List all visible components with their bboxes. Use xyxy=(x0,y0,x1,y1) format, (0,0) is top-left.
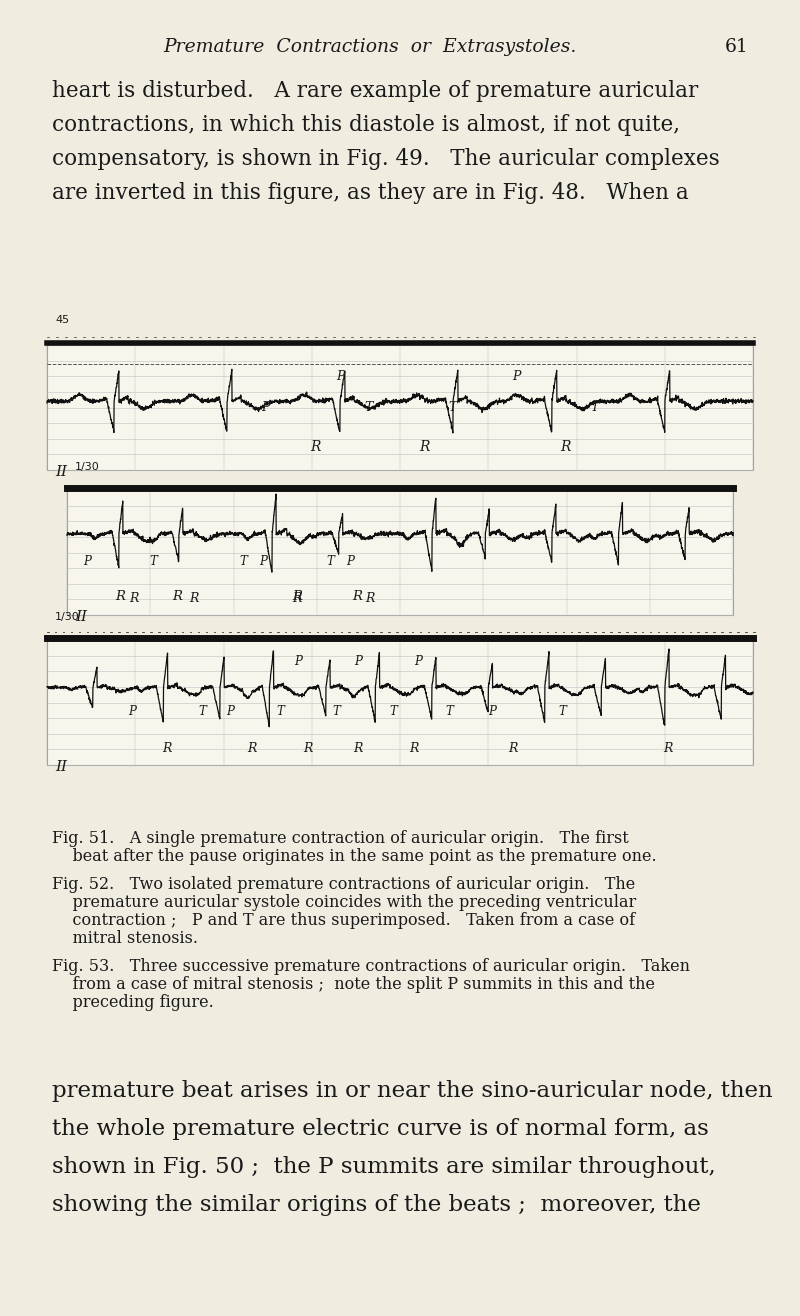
Text: R: R xyxy=(663,742,673,755)
Text: P: P xyxy=(262,401,270,415)
Text: T: T xyxy=(333,705,340,719)
Text: P: P xyxy=(226,705,234,719)
Text: beat after the pause originates in the same point as the premature one.: beat after the pause originates in the s… xyxy=(52,848,657,865)
Text: T: T xyxy=(326,555,334,569)
Text: R: R xyxy=(410,742,419,755)
Text: T: T xyxy=(364,401,373,415)
Text: T: T xyxy=(558,705,566,719)
Text: II: II xyxy=(55,761,67,774)
Text: R: R xyxy=(352,590,362,603)
Text: P: P xyxy=(83,555,91,569)
Text: R: R xyxy=(292,590,302,603)
Text: P: P xyxy=(128,705,136,719)
Text: T: T xyxy=(446,705,454,719)
Text: R: R xyxy=(561,441,571,454)
Text: P: P xyxy=(336,370,344,383)
Text: Fig. 51.   A single premature contraction of auricular origin.   The first: Fig. 51. A single premature contraction … xyxy=(52,830,629,848)
Text: R: R xyxy=(310,441,321,454)
Text: compensatory, is shown in Fig. 49.   The auricular complexes: compensatory, is shown in Fig. 49. The a… xyxy=(52,147,720,170)
Text: contractions, in which this diastole is almost, if not quite,: contractions, in which this diastole is … xyxy=(52,114,680,136)
Text: P: P xyxy=(488,705,496,719)
Bar xyxy=(47,345,753,470)
Text: contraction ;   P and T are thus superimposed.   Taken from a case of: contraction ; P and T are thus superimpo… xyxy=(52,912,635,929)
Text: are inverted in this figure, as they are in Fig. 48.   When a: are inverted in this figure, as they are… xyxy=(52,182,689,204)
Text: P: P xyxy=(346,555,354,569)
Text: T: T xyxy=(150,555,158,569)
Text: T: T xyxy=(276,705,284,719)
Text: R: R xyxy=(247,742,257,755)
Text: Fig. 53.   Three successive premature contractions of auricular origin.   Taken: Fig. 53. Three successive premature cont… xyxy=(52,958,690,975)
Text: heart is disturbed.   A rare example of premature auricular: heart is disturbed. A rare example of pr… xyxy=(52,80,698,103)
Text: R: R xyxy=(172,590,182,603)
Bar xyxy=(67,490,733,615)
Text: P: P xyxy=(259,555,267,569)
Text: R: R xyxy=(419,441,430,454)
Text: from a case of mitral stenosis ;  note the split P summits in this and the: from a case of mitral stenosis ; note th… xyxy=(52,976,655,994)
Text: Premature  Contractions  or  Extrasystoles.: Premature Contractions or Extrasystoles. xyxy=(163,38,577,57)
Text: R: R xyxy=(129,592,138,605)
Text: R: R xyxy=(292,592,302,605)
Text: 1/30: 1/30 xyxy=(55,612,80,622)
Text: T: T xyxy=(590,401,598,415)
Text: R: R xyxy=(353,742,362,755)
Text: II: II xyxy=(75,611,87,624)
Text: 1/30: 1/30 xyxy=(75,462,100,472)
Text: the whole premature electric curve is of normal form, as: the whole premature electric curve is of… xyxy=(52,1119,709,1140)
Text: R: R xyxy=(115,590,126,603)
Text: II: II xyxy=(55,465,67,479)
Text: T: T xyxy=(449,401,457,415)
Text: R: R xyxy=(303,742,313,755)
Text: T: T xyxy=(239,555,247,569)
Text: T: T xyxy=(198,705,206,719)
Text: showing the similar origins of the beats ;  moreover, the: showing the similar origins of the beats… xyxy=(52,1194,701,1216)
Text: P: P xyxy=(512,370,521,383)
Text: shown in Fig. 50 ;  the P summits are similar throughout,: shown in Fig. 50 ; the P summits are sim… xyxy=(52,1155,716,1178)
Text: P: P xyxy=(354,655,362,669)
Text: premature auricular systole coincides with the preceding ventricular: premature auricular systole coincides wi… xyxy=(52,894,636,911)
Text: 45: 45 xyxy=(55,315,69,325)
Text: preceding figure.: preceding figure. xyxy=(52,994,214,1011)
Text: R: R xyxy=(508,742,518,755)
Text: T: T xyxy=(389,705,397,719)
Text: P: P xyxy=(414,655,422,669)
Text: R: R xyxy=(366,592,374,605)
Text: R: R xyxy=(162,742,172,755)
Text: 61: 61 xyxy=(724,38,748,57)
Text: mitral stenosis.: mitral stenosis. xyxy=(52,930,198,948)
Text: Fig. 52.   Two isolated premature contractions of auricular origin.   The: Fig. 52. Two isolated premature contract… xyxy=(52,876,635,894)
Text: R: R xyxy=(189,592,198,605)
Bar xyxy=(47,640,753,765)
Text: P: P xyxy=(294,655,302,669)
Text: premature beat arises in or near the sino-auricular node, then: premature beat arises in or near the sin… xyxy=(52,1080,773,1101)
